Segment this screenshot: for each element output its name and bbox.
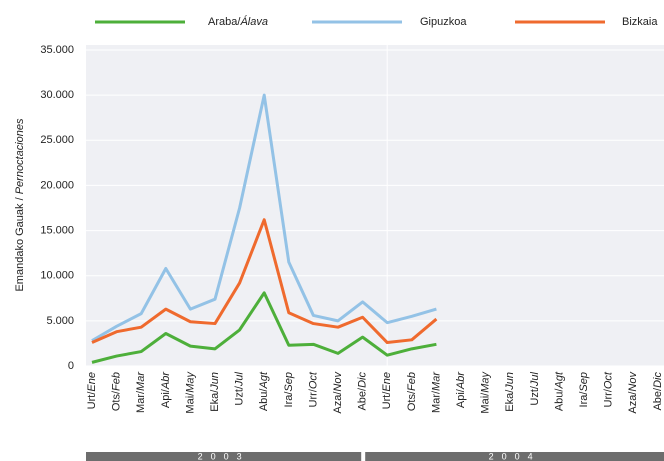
x-tick-label: Urr/Oct <box>307 371 319 407</box>
legend-label: Bizkaia <box>622 16 658 28</box>
y-tick-label: 10.000 <box>40 270 74 282</box>
x-tick-label: Urt/Ene <box>86 372 98 409</box>
x-tick-label: Mar/Mar <box>135 371 147 413</box>
y-tick-label: 0 <box>68 360 74 372</box>
x-tick-label: Mar/Mar <box>430 371 442 413</box>
y-tick-label: 35.000 <box>40 44 74 56</box>
legend-label: Gipuzkoa <box>420 16 467 28</box>
y-tick-label: 15.000 <box>40 224 74 236</box>
y-tick-label: 25.000 <box>40 134 74 146</box>
x-tick-label: Ira/Sep <box>578 372 590 407</box>
x-tick-label: Aza/Nov <box>332 371 344 414</box>
x-tick-label: Ots/Feb <box>406 372 418 411</box>
group-bar <box>365 452 664 461</box>
x-tick-label: Eka/Jun <box>504 372 516 412</box>
x-tick-label: Urt/Ene <box>381 372 393 409</box>
series-line <box>91 291 437 364</box>
x-tick-label: Abe/Dic <box>357 372 369 411</box>
x-tick-label: Uzt/Jul <box>529 371 541 405</box>
x-tick-label: Ots/Feb <box>111 372 123 411</box>
group-label: 2004 <box>489 451 541 461</box>
x-tick-label: Abe/Dic <box>652 372 664 411</box>
x-tick-label: Mai/May <box>480 371 492 414</box>
group-bar <box>86 452 362 461</box>
x-tick-label: Abu/Agt <box>258 371 270 411</box>
x-tick-label: Urr/Oct <box>603 371 615 407</box>
x-tick-label: Mai/May <box>184 371 196 414</box>
x-tick-label: Api/Abr <box>455 371 467 408</box>
series-line <box>91 93 437 343</box>
plot-area <box>86 45 664 366</box>
y-tick-label: 5.000 <box>46 315 74 327</box>
x-tick-label: Uzt/Jul <box>234 371 246 405</box>
y-tick-label: 20.000 <box>40 179 74 191</box>
x-tick-label: Aza/Nov <box>627 371 639 414</box>
x-tick-label: Eka/Jun <box>209 372 221 412</box>
y-axis-label: Emandako Gauak / Pernoctaciones <box>14 118 26 292</box>
legend-label: Araba/Álava <box>208 15 268 28</box>
y-tick-label: 30.000 <box>40 89 74 101</box>
series-line <box>91 218 438 345</box>
group-label: 2003 <box>198 451 250 461</box>
x-tick-label: Ira/Sep <box>283 372 295 407</box>
x-tick-label: Abu/Agt <box>553 371 565 411</box>
x-tick-label: Api/Abr <box>160 371 172 408</box>
